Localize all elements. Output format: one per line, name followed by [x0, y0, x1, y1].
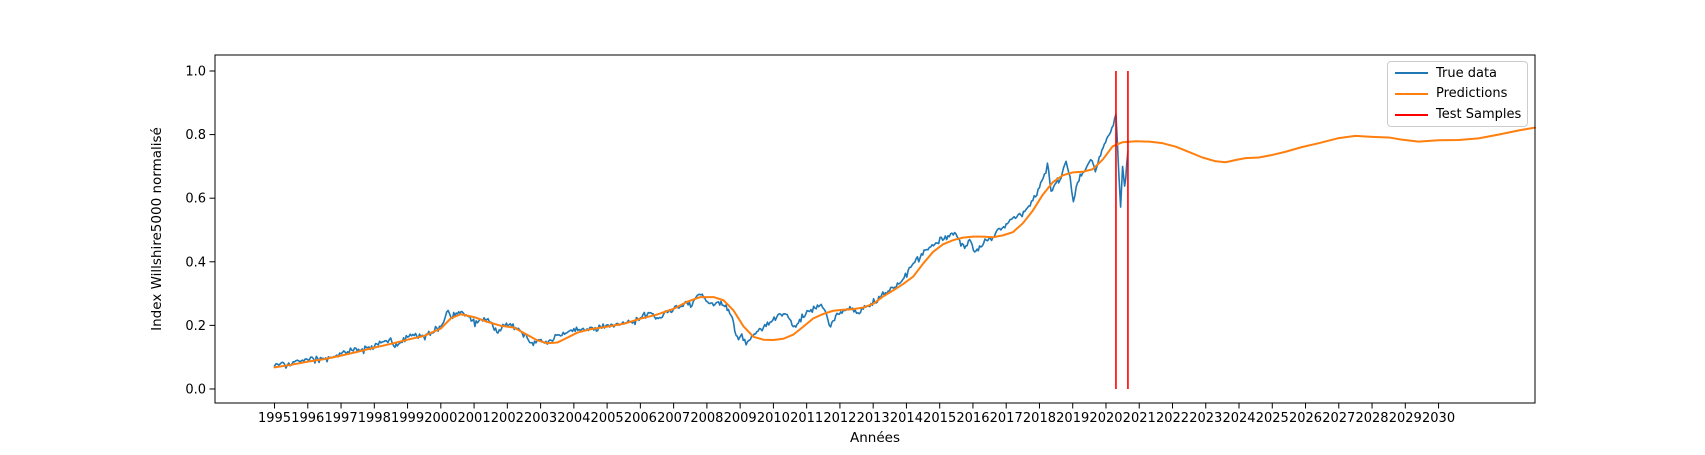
x-axis-label: Années: [850, 430, 900, 446]
x-tick-label: 2018: [1023, 411, 1056, 426]
x-tick-label: 2030: [1422, 411, 1455, 426]
x-tick-label: 2021: [1123, 411, 1156, 426]
true-data-line-swatch: [1395, 72, 1428, 75]
series-line-true-data: [273, 113, 1129, 369]
x-tick-label: 1998: [358, 411, 391, 426]
x-tick-label: 1995: [258, 411, 291, 426]
x-tick-label: 2006: [624, 411, 657, 426]
x-tick-label: 2020: [1089, 411, 1122, 426]
x-tick-label: 2028: [1355, 411, 1388, 426]
legend-label: Predictions: [1436, 86, 1508, 102]
legend-label: True data: [1436, 65, 1498, 81]
x-tick-label: 2016: [956, 411, 989, 426]
x-tick-label: 2027: [1322, 411, 1355, 426]
x-tick-label: 2011: [790, 411, 823, 426]
test-samples-line-swatch: [1395, 113, 1428, 116]
x-tick-label: 2026: [1289, 411, 1322, 426]
y-tick-label: 0.6: [185, 192, 206, 207]
legend-entry-test-samples: Test Samples: [1388, 105, 1527, 125]
x-tick-label: 2017: [990, 411, 1023, 426]
x-tick-label: 2004: [557, 411, 590, 426]
x-tick-label: 2007: [657, 411, 690, 426]
chart-series: [273, 113, 1536, 369]
legend-entry-true-data: True data: [1388, 63, 1527, 83]
y-tick-label: 0.2: [185, 319, 206, 334]
x-tick-label: 2010: [757, 411, 790, 426]
x-tick-label: 2001: [458, 411, 491, 426]
legend-label: Test Samples: [1436, 107, 1522, 123]
x-tick-label: 2029: [1389, 411, 1422, 426]
y-tick-label: 1.0: [185, 65, 206, 80]
y-tick-label: 0.8: [185, 128, 206, 143]
axis-ticks: 1995 1996 1997 1998 1999 2000 2001 2002 2003 2004…: [185, 65, 1455, 426]
x-tick-label: 2022: [1156, 411, 1189, 426]
x-tick-label: 2002: [491, 411, 524, 426]
y-axis-label: Index Willshire5000 normalisé: [149, 127, 165, 331]
x-tick-label: 2025: [1256, 411, 1289, 426]
legend: True data Predictions Test Samples: [1387, 61, 1528, 127]
x-tick-label: 2003: [524, 411, 557, 426]
x-tick-label: 2005: [591, 411, 624, 426]
x-tick-label: 2009: [724, 411, 757, 426]
x-tick-label: 2015: [923, 411, 956, 426]
series-line-predictions: [273, 126, 1536, 369]
y-tick-label: 0.4: [185, 255, 206, 270]
x-tick-label: 2024: [1222, 411, 1255, 426]
x-tick-label: 2019: [1056, 411, 1089, 426]
x-tick-label: 1996: [291, 411, 324, 426]
y-tick-label: 0.0: [185, 383, 206, 398]
x-tick-label: 2012: [823, 411, 856, 426]
x-tick-label: 2023: [1189, 411, 1222, 426]
x-tick-label: 2008: [690, 411, 723, 426]
test-samples-vlines: [1115, 70, 1129, 389]
predictions-line-swatch: [1395, 92, 1428, 95]
x-tick-label: 2000: [424, 411, 457, 426]
legend-entry-predictions: Predictions: [1388, 84, 1527, 104]
x-tick-label: 1999: [391, 411, 424, 426]
plot-border: [214, 54, 1536, 404]
x-tick-label: 2014: [890, 411, 923, 426]
x-tick-label: 1997: [325, 411, 358, 426]
x-tick-label: 2013: [857, 411, 890, 426]
